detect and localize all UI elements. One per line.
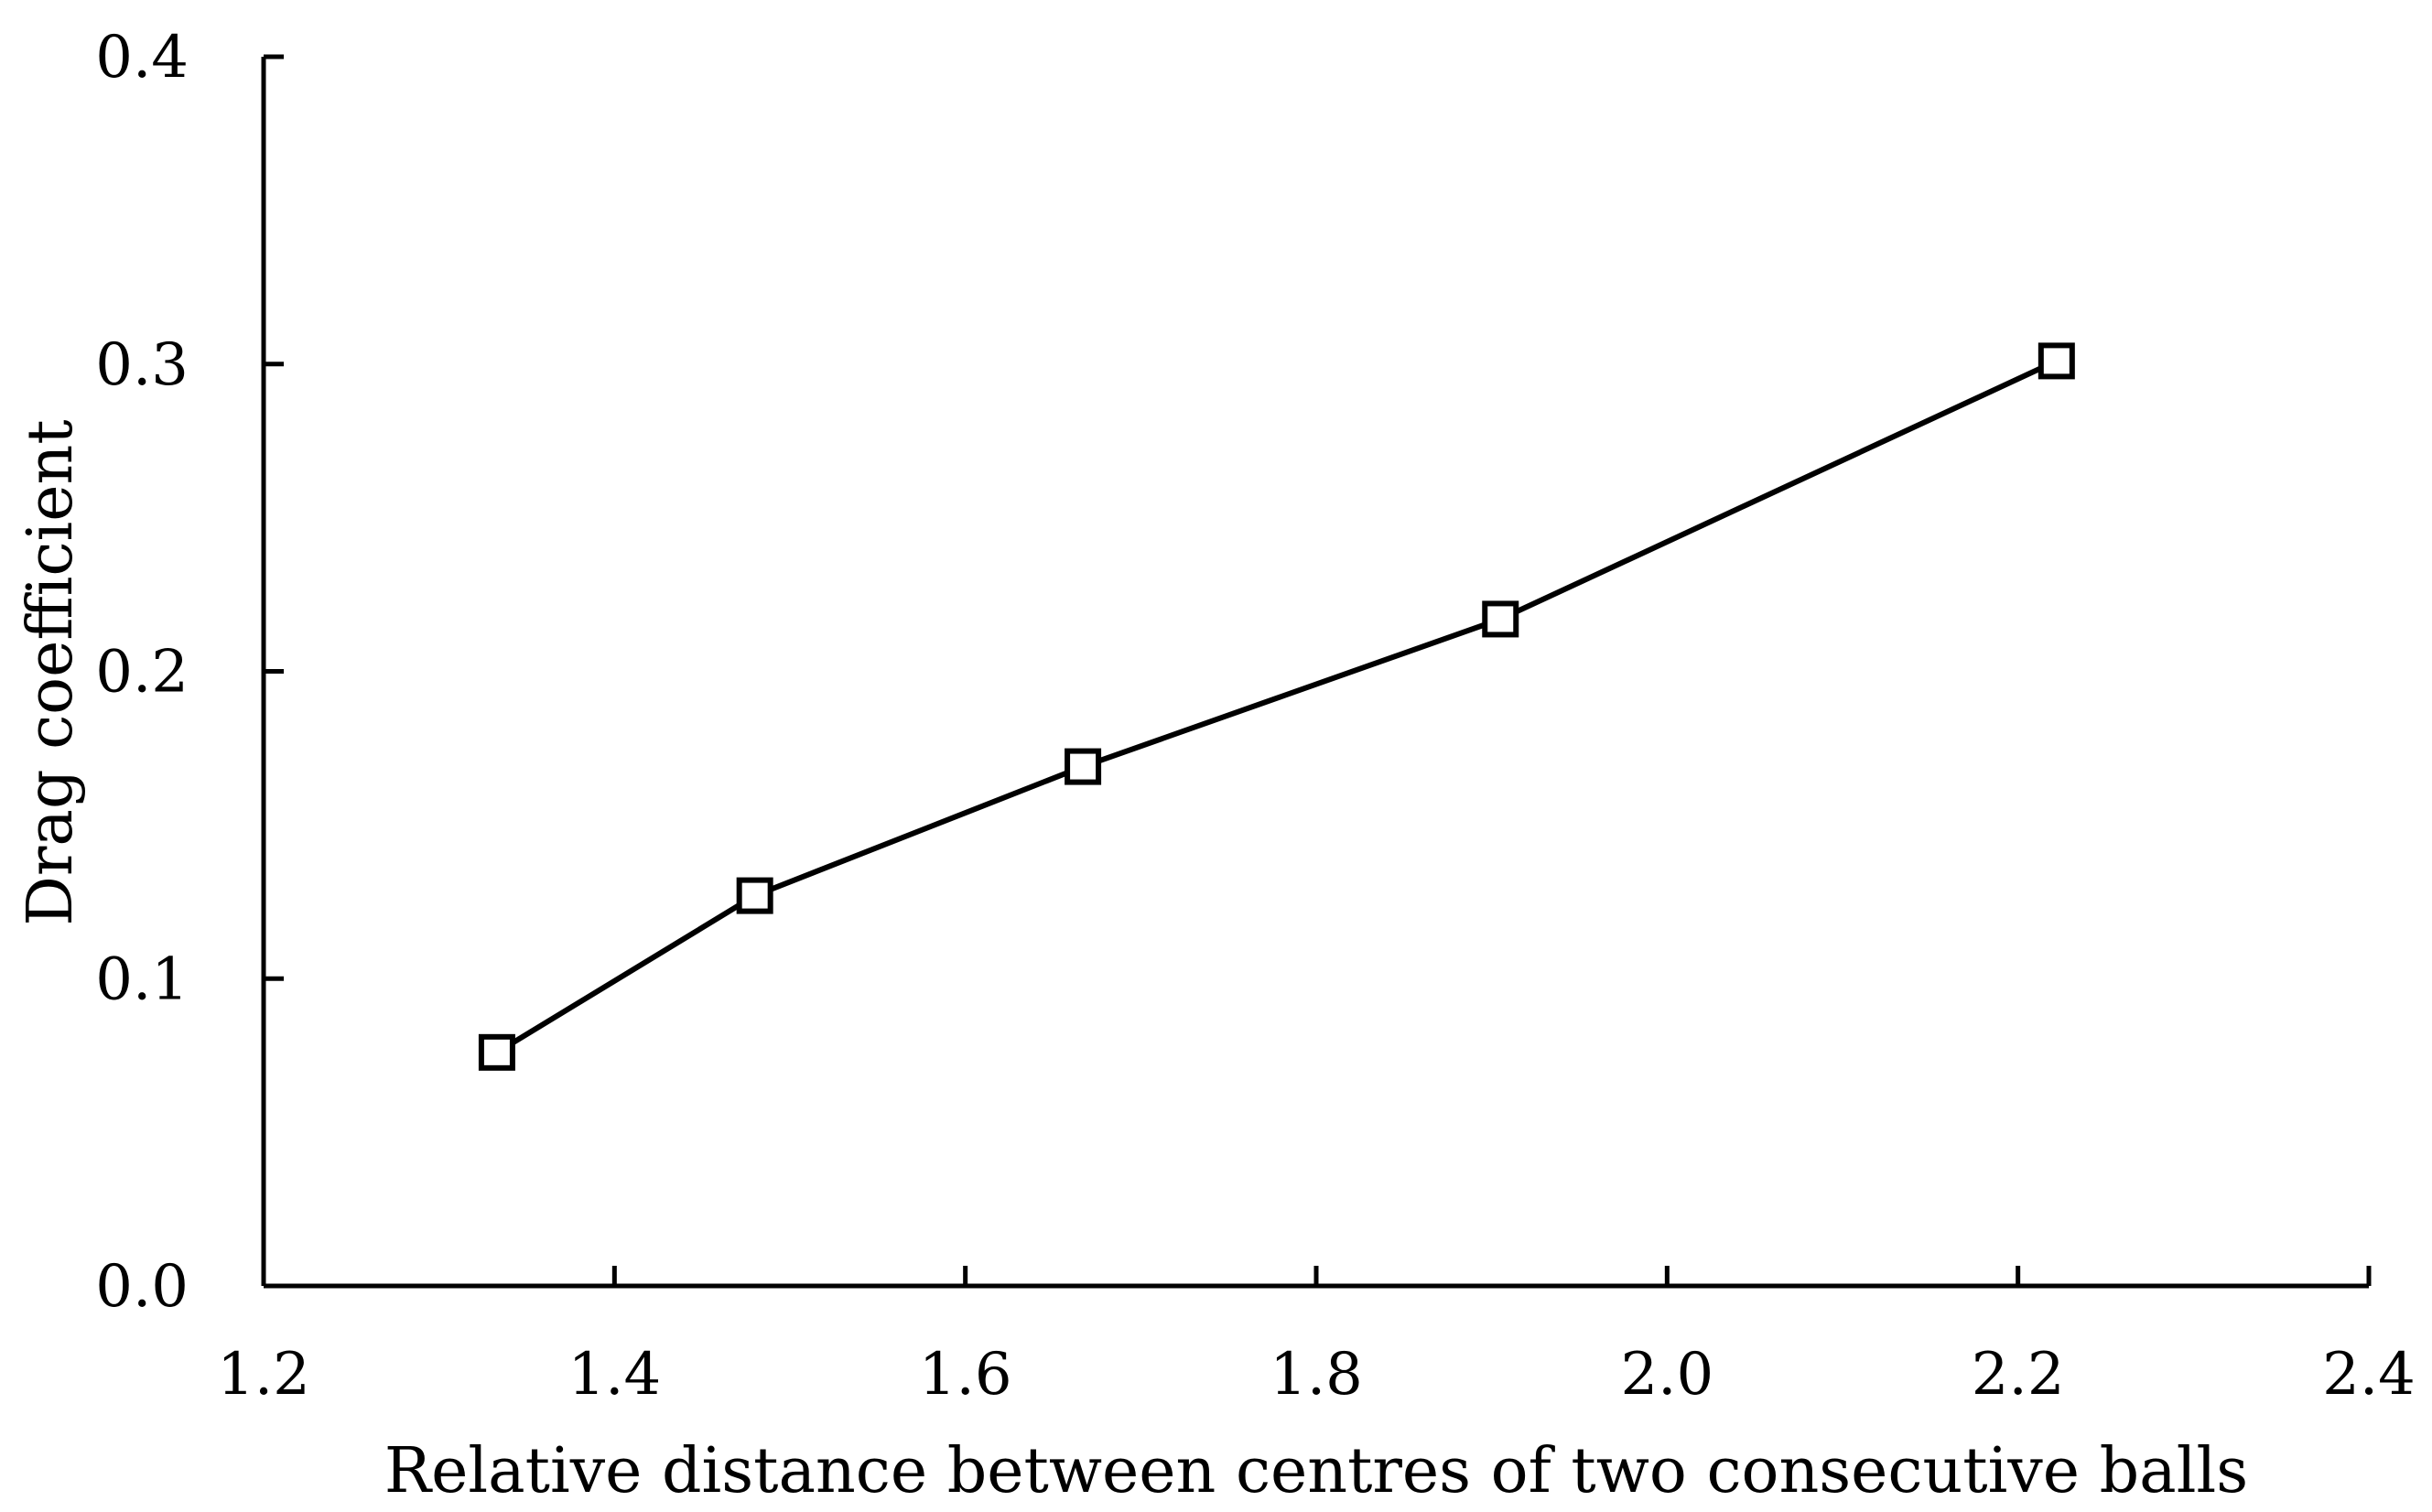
y-tick-label: 0.4 [95, 24, 189, 92]
y-axis-label: Drag coefficient [15, 419, 87, 925]
series-line [495, 358, 2059, 1055]
x-tick-label: 1.4 [567, 1341, 661, 1409]
x-tick-label: 2.2 [1972, 1341, 2065, 1409]
data-point-marker [1065, 748, 1102, 785]
data-point-marker [1482, 600, 1519, 638]
x-ticks: 1.2 1.4 1.6 1.8 2.0 2.2 2.4 [217, 1266, 2416, 1409]
x-axis-label: Relative distance between centres of two… [384, 1435, 2248, 1507]
data-point-marker [2037, 342, 2075, 380]
x-tick-label: 2.4 [2322, 1341, 2416, 1409]
x-tick-label: 1.6 [919, 1341, 1012, 1409]
y-ticks: 0.0 0.1 0.2 0.3 0.4 [95, 24, 284, 1321]
y-tick-label: 0.1 [95, 945, 189, 1013]
data-point-marker [736, 877, 773, 914]
y-tick-label: 0.3 [95, 331, 189, 399]
x-tick-label: 2.0 [1620, 1341, 1713, 1409]
series-layer [478, 342, 2075, 1071]
y-tick-label: 0.2 [95, 639, 189, 707]
x-tick-label: 1.8 [1270, 1341, 1363, 1409]
axes [261, 57, 2369, 1289]
x-tick-label: 1.2 [217, 1341, 310, 1409]
y-tick-label: 0.0 [95, 1253, 189, 1321]
data-point-marker [478, 1033, 515, 1071]
